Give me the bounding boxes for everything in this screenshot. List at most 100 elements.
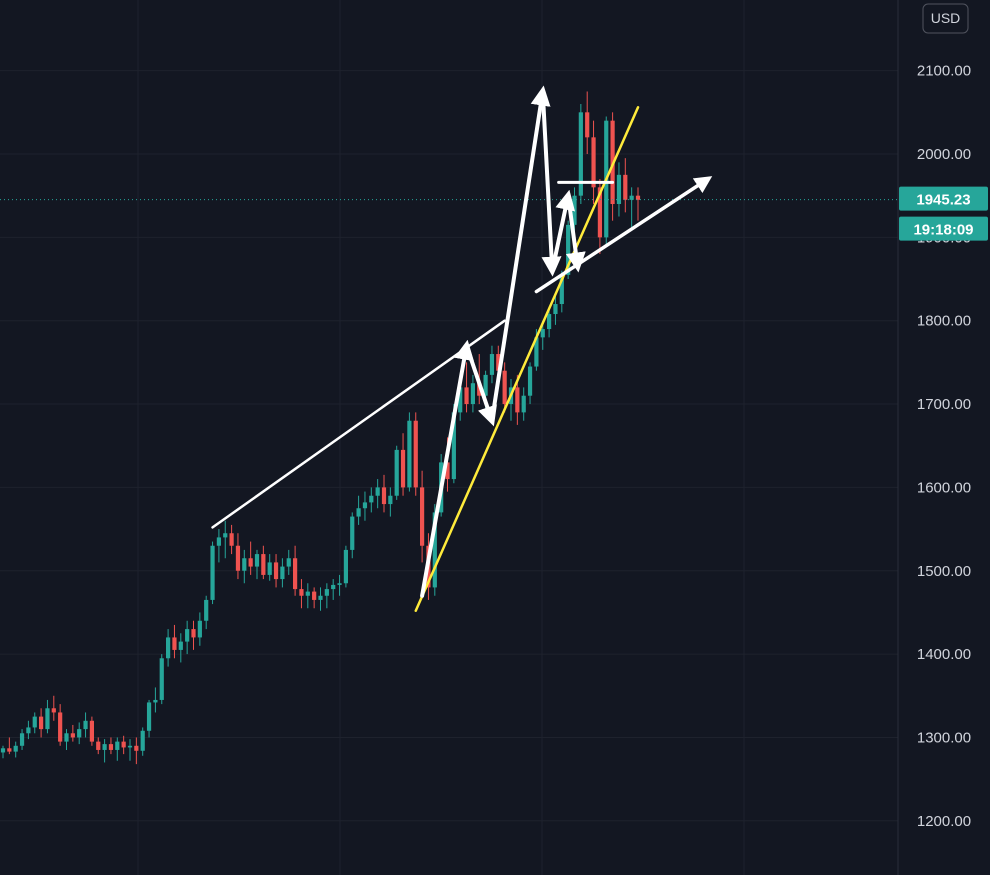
candle-body <box>489 354 495 375</box>
candle <box>299 579 304 609</box>
candle-body <box>502 370 507 405</box>
drawings[interactable] <box>211 85 713 613</box>
candle-body <box>413 420 418 488</box>
candle-body <box>178 641 183 650</box>
candle-body <box>204 599 209 621</box>
candle-body <box>420 487 425 546</box>
candle <box>83 712 88 738</box>
candle-body <box>324 589 329 596</box>
candle <box>629 187 634 230</box>
candle <box>159 654 164 705</box>
candle <box>553 295 558 325</box>
candle <box>350 512 355 559</box>
arrow-drawing[interactable] <box>464 343 497 427</box>
candle <box>585 91 590 154</box>
price-axis[interactable]: 2100.002000.001900.001800.001700.001600.… <box>917 63 971 830</box>
arrow-drawing[interactable] <box>534 176 713 294</box>
candle-body <box>362 502 368 509</box>
candle <box>102 739 107 763</box>
candle <box>616 162 622 217</box>
candle <box>623 158 628 213</box>
y-tick-label: 1800.00 <box>917 313 971 330</box>
countdown-box <box>899 216 988 241</box>
candle <box>58 704 63 746</box>
candle <box>343 545 348 588</box>
arrow-drawing[interactable] <box>565 193 586 273</box>
candle <box>121 735 126 755</box>
candle <box>115 737 120 761</box>
candle-body <box>407 420 412 488</box>
candle-body <box>223 533 228 538</box>
candle <box>216 529 221 563</box>
candle-body <box>343 549 348 584</box>
candle-body <box>635 195 641 200</box>
arrow-drawing[interactable] <box>540 89 562 277</box>
y-tick-label: 1200.00 <box>917 813 971 830</box>
candle <box>7 737 12 755</box>
candle-body <box>591 137 596 188</box>
candle <box>185 620 190 655</box>
candle-body <box>51 708 56 713</box>
candle-body <box>0 748 6 753</box>
candle <box>51 695 56 721</box>
candle-body <box>578 112 583 196</box>
candle <box>242 549 247 584</box>
y-tick-label: 1400.00 <box>917 646 971 663</box>
candle-body <box>445 462 450 480</box>
arrow-drawing[interactable] <box>420 339 474 598</box>
candle <box>324 583 329 609</box>
candle <box>312 587 317 609</box>
trendline-yellow[interactable] <box>414 106 640 613</box>
last-price-box <box>899 186 988 211</box>
candle-body <box>166 637 171 659</box>
candle <box>337 574 342 596</box>
candle <box>178 633 183 663</box>
candle <box>413 412 418 496</box>
candle-body <box>83 720 88 730</box>
candle <box>470 374 475 413</box>
candle-body <box>267 562 272 575</box>
candle-body <box>547 314 552 330</box>
candle <box>45 699 50 734</box>
arrow-drawing[interactable] <box>550 189 576 273</box>
candle <box>394 445 399 500</box>
candle-body <box>108 744 114 750</box>
candle-body <box>185 629 190 642</box>
candle-body <box>299 589 304 596</box>
candle <box>502 362 507 413</box>
candle <box>254 549 260 580</box>
candle-body <box>293 558 298 590</box>
candle-body <box>64 733 69 742</box>
candle <box>210 541 215 605</box>
candle-body <box>394 449 399 496</box>
candle-body <box>566 224 571 275</box>
candle <box>388 487 393 517</box>
candle <box>267 554 272 581</box>
y-tick-label: 2000.00 <box>917 146 971 163</box>
arrow-drawing[interactable] <box>489 85 551 423</box>
candle-body <box>89 720 94 742</box>
currency-button[interactable]: USD <box>922 3 969 34</box>
countdown-label: 19:18:09 <box>913 222 973 239</box>
grid <box>0 0 898 875</box>
candle-body <box>159 658 164 700</box>
currency-label: USD <box>931 10 961 26</box>
candle <box>489 345 495 384</box>
candle-body <box>121 741 126 748</box>
candle <box>591 120 596 205</box>
candle-body <box>356 508 361 517</box>
candle-body <box>623 174 628 200</box>
candle <box>356 495 361 525</box>
candle-body <box>470 383 475 405</box>
candle <box>521 387 526 421</box>
candle-body <box>45 708 50 730</box>
candle <box>362 491 368 521</box>
candle <box>108 737 114 755</box>
candle-body <box>375 487 380 496</box>
candle-body <box>58 712 63 742</box>
candle <box>191 620 196 650</box>
candle-body <box>210 545 215 600</box>
candle-body <box>496 354 501 371</box>
